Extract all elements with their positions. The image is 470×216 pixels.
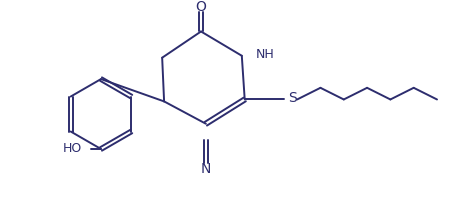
Text: O: O [196,0,206,14]
Text: NH: NH [255,48,274,61]
Text: N: N [201,162,211,176]
Text: S: S [289,92,297,105]
Text: HO: HO [63,143,82,156]
